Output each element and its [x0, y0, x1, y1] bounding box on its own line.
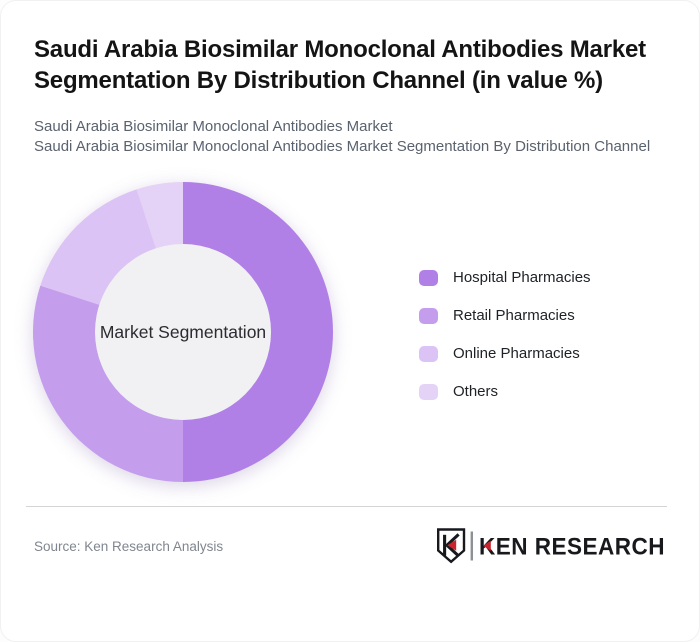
red-triangle-icon	[483, 540, 491, 551]
legend-item-retail-pharmacies[interactable]: Retail Pharmacies	[419, 307, 591, 324]
source-attribution: Source: Ken Research Analysis	[34, 538, 224, 554]
logo-separator	[470, 531, 473, 561]
legend-label: Others	[453, 383, 499, 400]
footer: Source: Ken Research Analysis KEN RESEAR…	[34, 507, 671, 585]
logo-wordmark: KEN RESEARCH	[479, 534, 665, 561]
subtitle-block: Saudi Arabia Biosimilar Monoclonal Antib…	[34, 117, 659, 157]
legend-swatch	[419, 269, 438, 286]
donut-chart: Market Segmentation	[32, 182, 333, 482]
subtitle-line-2: Saudi Arabia Biosimilar Monoclonal Antib…	[34, 138, 651, 155]
legend-item-online-pharmacies[interactable]: Online Pharmacies	[419, 345, 591, 362]
legend-swatch	[419, 345, 438, 362]
shield-k-emblem	[437, 528, 466, 564]
chart-section: Market Segmentation Hospital Pharmacies …	[32, 181, 699, 483]
legend-swatch	[419, 383, 438, 400]
legend-item-others[interactable]: Others	[419, 383, 591, 400]
ken-research-logo: KEN RESEARCH	[435, 527, 671, 565]
donut-slice-hospital-pharmacies[interactable]	[183, 182, 333, 482]
donut-slice-retail-pharmacies[interactable]	[32, 285, 183, 482]
donut-slice-others[interactable]	[136, 182, 183, 249]
donut-center-circle	[95, 244, 271, 420]
page-title: Saudi Arabia Biosimilar Monoclonal Antib…	[34, 36, 646, 94]
legend-item-hospital-pharmacies[interactable]: Hospital Pharmacies	[419, 269, 591, 286]
footer-divider	[26, 506, 667, 507]
subtitle-line-1: Saudi Arabia Biosimilar Monoclonal Antib…	[34, 118, 393, 135]
legend-label: Retail Pharmacies	[453, 307, 575, 324]
donut-center-label: Market Segmentation	[100, 322, 266, 342]
ken-research-logo-graphic: KEN RESEARCH	[437, 528, 665, 564]
donut-slice-online-pharmacies[interactable]	[40, 189, 156, 305]
legend-label: Online Pharmacies	[453, 345, 580, 362]
chart-legend: Hospital Pharmacies Retail Pharmacies On…	[419, 269, 591, 421]
legend-label: Hospital Pharmacies	[453, 269, 591, 286]
red-triangle-icon	[447, 539, 457, 551]
legend-swatch	[419, 307, 438, 324]
donut-slices	[32, 182, 333, 482]
